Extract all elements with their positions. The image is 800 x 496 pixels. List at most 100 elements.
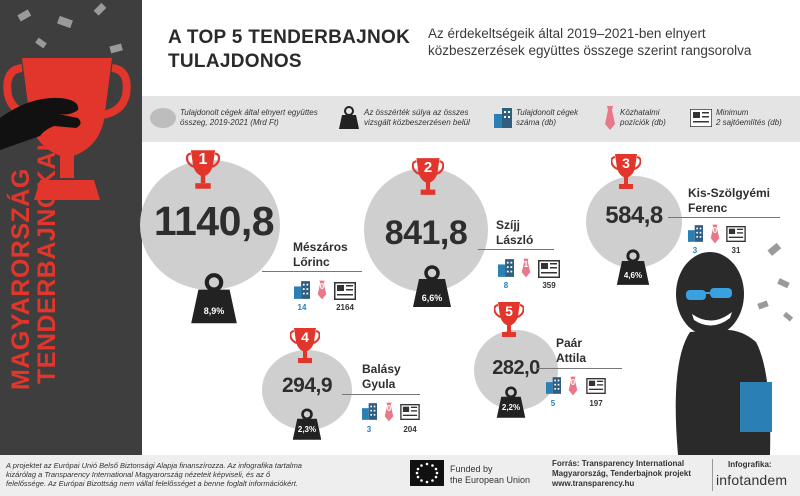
newspaper-icon [586, 378, 606, 394]
trophy-hand-illustration [0, 2, 131, 200]
owner-name-2-l1: Szíjj [496, 218, 521, 232]
legend-press-l1: Minimum [716, 108, 749, 117]
positions-3: 0 [712, 226, 718, 235]
companies-3: 3 [692, 246, 698, 255]
owner-name-3-l2: Ferenc [688, 201, 728, 215]
legend-companies-l2: száma (db) [516, 118, 557, 127]
owner-name-5: Paár Attila [556, 336, 586, 366]
building-icon [294, 280, 310, 300]
infotandem-logo: infotandem [716, 472, 788, 488]
amount-bubble-4 [262, 350, 352, 430]
owner-name-5-l2: Attila [556, 351, 586, 365]
amount-bubble-5 [474, 330, 558, 410]
source-l1: Forrás: Transparency International [552, 459, 685, 468]
name-underline-3 [668, 217, 780, 218]
legend-share-l1: Az összérték súlya az összes [364, 108, 469, 117]
companies-2: 8 [503, 281, 509, 290]
page-title-line1: A TOP 5 TENDERBAJNOK [168, 27, 411, 48]
disclaimer-l3: felelőssége. Az Európai Bizottság nem vá… [6, 479, 298, 488]
positions-4: 0 [386, 404, 392, 413]
rank-2: 2 [423, 159, 433, 176]
owner-name-1-l1: Mészáros [293, 240, 348, 254]
owner-name-1-l2: Lőrinc [293, 255, 330, 269]
side-title-line1: MAGYARORSZÁG [7, 168, 35, 390]
footer: A projektet az Európai Unió Belső Bizton… [0, 455, 800, 496]
press-4: 204 [403, 425, 417, 434]
positions-2: 1 [523, 260, 529, 269]
tie-icon [605, 106, 615, 130]
legend-positions-l2: pozíciók (db) [620, 118, 666, 127]
disclaimer-l2: kizárólag a Transparency International M… [6, 470, 271, 479]
share-3: 4,6% [623, 271, 643, 280]
page-subtitle: Az érdekeltségeik által 2019–2021-ben el… [428, 25, 788, 59]
building-icon [498, 258, 514, 278]
side-title: MAGYARORSZÁG TENDERBAJNOKAI [7, 144, 61, 390]
name-underline-1 [262, 271, 362, 272]
bubble-legend-icon [150, 108, 176, 128]
eu-flag-icon [410, 460, 444, 486]
amount-5: 282,0 [492, 357, 540, 379]
weight-icon [616, 248, 650, 286]
weight-icon [496, 386, 526, 418]
weight-icon [292, 408, 322, 440]
legend-press-l2: 2 sajtóemlítés (db) [716, 118, 782, 127]
legend-amount: Tulajdonolt cégek által elnyert együttes… [180, 108, 330, 128]
disclaimer: A projektet az Európai Unió Belső Bizton… [6, 461, 396, 488]
page-title: A TOP 5 TENDERBAJNOK TULAJDONOS [168, 26, 418, 74]
newspaper-icon [690, 109, 712, 127]
disclaimer-l1: A projektet az Európai Unió Belső Bizton… [6, 461, 302, 470]
owner-name-4-l2: Gyula [362, 377, 396, 391]
positions-5: 0 [570, 378, 576, 387]
page-title-line2: TULAJDONOS [168, 51, 302, 72]
legend-press: Minimum 2 sajtóemlítés (db) [716, 108, 800, 128]
paper-icon [757, 242, 794, 322]
rank-5: 5 [505, 303, 513, 319]
name-underline-4 [342, 394, 420, 395]
building-icon [546, 376, 561, 395]
legend-amount-l2: összeg, 2019-2021 (Mrd Ft) [180, 118, 279, 127]
companies-4: 3 [366, 425, 372, 434]
owner-name-2: Szíjj László [496, 218, 533, 248]
owner-name-4: Balásy Gyula [362, 362, 401, 392]
amount-2: 841,8 [384, 214, 468, 252]
amount-bubble-1 [140, 160, 280, 290]
share-2: 6,6% [421, 293, 443, 303]
man-figure-icon [675, 242, 794, 455]
eu-l2: the European Union [450, 475, 531, 485]
footer-divider [712, 459, 713, 491]
name-underline-2 [478, 249, 554, 250]
owner-name-3-l1: Kis-Szölgyémi [688, 186, 771, 200]
subtitle-line1: Az érdekeltségeik által 2019–2021-ben el… [428, 26, 706, 41]
positions-1: 0 [319, 282, 325, 291]
amount-1: 1140,8 [153, 198, 275, 244]
name-underline-5 [536, 368, 622, 369]
share-1: 8,9% [203, 306, 225, 316]
share-4: 2,3% [297, 425, 317, 434]
owner-name-4-l1: Balásy [362, 362, 401, 376]
owner-name-2-l2: László [496, 233, 534, 247]
legend-companies: Tulajdonolt cégek száma (db) [516, 108, 596, 128]
building-icon [494, 108, 512, 128]
press-1: 2164 [336, 303, 354, 312]
companies-1: 14 [297, 303, 307, 312]
companies-5: 5 [550, 399, 556, 408]
press-3: 31 [731, 246, 741, 255]
source-l2: Magyarország, Tenderbajnok projekt [552, 469, 691, 478]
legend-share-l2: vizsgált közbeszerzésen belül [364, 118, 470, 127]
press-2: 359 [542, 281, 556, 290]
share-5: 2,2% [501, 403, 521, 412]
legend-companies-l1: Tulajdonolt cégek [516, 108, 579, 117]
source-l3[interactable]: www.transparency.hu [552, 479, 635, 488]
rank-3: 3 [622, 155, 630, 171]
amount-bubble-3 [586, 176, 682, 268]
newspaper-icon [334, 282, 356, 300]
rank-4: 4 [301, 329, 309, 345]
amount-3: 584,8 [605, 202, 663, 229]
paper-icon [17, 2, 123, 54]
eu-funding: Funded by the European Union [450, 464, 530, 486]
owner-name-5-l1: Paár [556, 336, 583, 350]
weight-icon [339, 106, 359, 129]
press-5: 197 [589, 399, 603, 408]
owner-name-1: Mészáros Lőrinc [293, 240, 348, 270]
legend-positions: Közhatalmi pozíciók (db) [620, 108, 690, 128]
